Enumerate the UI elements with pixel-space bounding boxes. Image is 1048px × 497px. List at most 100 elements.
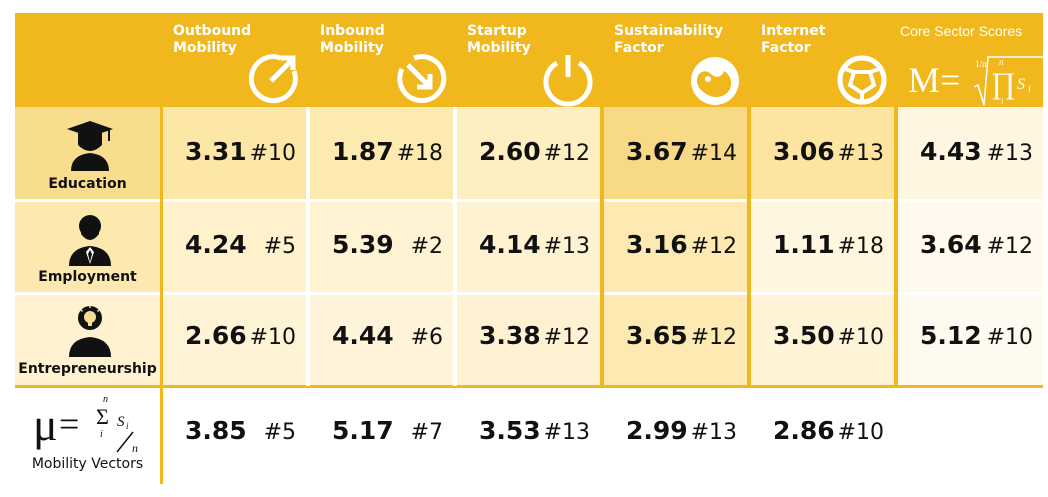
idea-person-icon: [69, 306, 111, 357]
mobility-formula-icon: μ = n Σ i S i n: [33, 394, 138, 454]
cell-employment-core: 3.64 #12: [898, 200, 1043, 293]
cell-rank: #5: [263, 234, 296, 259]
cell-rank: #13: [690, 420, 737, 445]
cell-value: 3.53: [479, 416, 541, 445]
cell-value: 5.17: [332, 416, 394, 445]
row-label-employment-text: Employment: [38, 269, 137, 285]
mobility-formula-s: S: [117, 414, 125, 430]
cell-employment-inbound: 5.39 #2: [310, 200, 453, 293]
core-formula-i: i: [1001, 96, 1004, 106]
cell-rank: #13: [543, 234, 590, 259]
graduate-icon: [67, 121, 113, 171]
cell-mobility-startup: 3.53 #13: [457, 388, 600, 484]
cell-rank: #18: [396, 141, 443, 166]
cell-rank: #10: [837, 325, 884, 350]
cell-rank: #13: [986, 141, 1033, 166]
header-sustainability-line2: Factor: [614, 40, 664, 56]
cell-mobility-inbound: 5.17 #7: [310, 388, 453, 484]
column-divider: [453, 107, 457, 386]
core-sector-label: Core Sector Scores: [900, 23, 1023, 39]
header-bar: Outbound Mobility Inbound Mobility Startup…: [15, 13, 1044, 107]
cell-education-sustainability: 3.67 #14: [604, 107, 747, 200]
core-formula-icon: M= 1/n n ∏ i S i: [908, 56, 1044, 106]
globe-network-icon: [837, 55, 887, 105]
mobility-formula-i: i: [100, 429, 103, 440]
core-formula-main: M=: [908, 60, 960, 100]
cell-value: 4.14: [479, 230, 541, 259]
cell-value: 5.39: [332, 230, 394, 259]
header-inbound-line1: Inbound: [320, 23, 385, 39]
cell-education-inbound: 1.87 #18: [310, 107, 453, 200]
core-formula-s-i: i: [1028, 84, 1031, 95]
business-person-icon: [69, 215, 111, 266]
cell-entrepreneurship-internet: 3.50 #10: [751, 293, 894, 386]
header-col-core: Core Sector Scores M= 1/n n ∏ i S i: [900, 13, 1044, 107]
core-formula-sup: 1/n: [975, 59, 987, 69]
cell-rank: #12: [986, 234, 1033, 259]
row-divider: [15, 199, 1043, 202]
cell-education-startup: 2.60 #12: [457, 107, 600, 200]
cell-rank: #14: [690, 141, 737, 166]
column-divider: [306, 107, 310, 386]
cell-value: 3.06: [773, 137, 835, 166]
cell-rank: #2: [410, 234, 443, 259]
cell-rank: #13: [837, 141, 884, 166]
cell-value: 4.44: [332, 321, 394, 350]
cell-entrepreneurship-sustainability: 3.65 #12: [604, 293, 747, 386]
mobility-formula-s-i: i: [126, 421, 129, 431]
cell-education-core: 4.43 #13: [898, 107, 1043, 200]
header-outbound-line1: Outbound: [173, 23, 252, 39]
row-label-entrepreneurship: Entrepreneurship: [15, 293, 160, 386]
cell-rank: #12: [543, 141, 590, 166]
row-divider: [15, 292, 1043, 295]
internet-column-divider: [747, 107, 751, 386]
header-startup-line2: Mobility: [467, 40, 531, 56]
cell-entrepreneurship-startup: 3.38 #12: [457, 293, 600, 386]
cell-mobility-outbound: 3.85 #5: [163, 388, 306, 484]
cell-value: 3.64: [920, 230, 982, 259]
core-column-divider: [894, 107, 898, 386]
cell-rank: #12: [690, 234, 737, 259]
header-col-startup: Startup Mobility: [467, 13, 613, 107]
cell-value: 3.85: [185, 416, 247, 445]
cell-value: 2.86: [773, 416, 835, 445]
cell-entrepreneurship-core: 5.12 #10: [898, 293, 1043, 386]
cell-employment-outbound: 4.24 #5: [163, 200, 306, 293]
cell-employment-startup: 4.14 #13: [457, 200, 600, 293]
yin-yang-icon: [691, 57, 739, 105]
header-inbound-line2: Mobility: [320, 40, 384, 56]
cell-value: 1.11: [773, 230, 835, 259]
cell-rank: #18: [837, 234, 884, 259]
header-outbound-line2: Mobility: [173, 40, 237, 56]
mobility-divider: [15, 385, 1043, 388]
row-label-entrepreneurship-text: Entrepreneurship: [18, 361, 157, 377]
cell-rank: #10: [986, 325, 1033, 350]
cell-rank: #12: [543, 325, 590, 350]
cell-value: 3.67: [626, 137, 688, 166]
header-internet-line1: Internet: [761, 23, 826, 39]
cell-rank: #6: [410, 325, 443, 350]
header-col-sustainability: Sustainability Factor: [614, 13, 760, 107]
cell-mobility-internet: 2.86 #10: [751, 388, 894, 484]
inbound-arrow-icon: [397, 54, 447, 104]
label-column-divider: [160, 107, 163, 484]
cell-education-outbound: 3.31 #10: [163, 107, 306, 200]
header-col-outbound: Outbound Mobility: [173, 13, 319, 107]
header-startup-line1: Startup: [467, 23, 527, 39]
header-col-internet: Internet Factor: [761, 13, 907, 107]
mobility-formula-eq: =: [59, 404, 79, 444]
cell-value: 4.43: [920, 137, 982, 166]
row-label-education: Education: [15, 107, 160, 200]
cell-value: 3.16: [626, 230, 688, 259]
cell-rank: #5: [263, 420, 296, 445]
row-label-employment: Employment: [15, 200, 160, 293]
cell-value: 3.38: [479, 321, 541, 350]
sustainability-column-divider: [600, 107, 604, 386]
cell-value: 4.24: [185, 230, 247, 259]
cell-rank: #13: [543, 420, 590, 445]
core-formula-s: S: [1017, 76, 1025, 93]
mobility-formula-mu: μ: [33, 399, 58, 450]
cell-value: 2.66: [185, 321, 247, 350]
header-sustainability-line1: Sustainability: [614, 23, 723, 39]
mobility-formula-n-top: n: [103, 394, 108, 405]
